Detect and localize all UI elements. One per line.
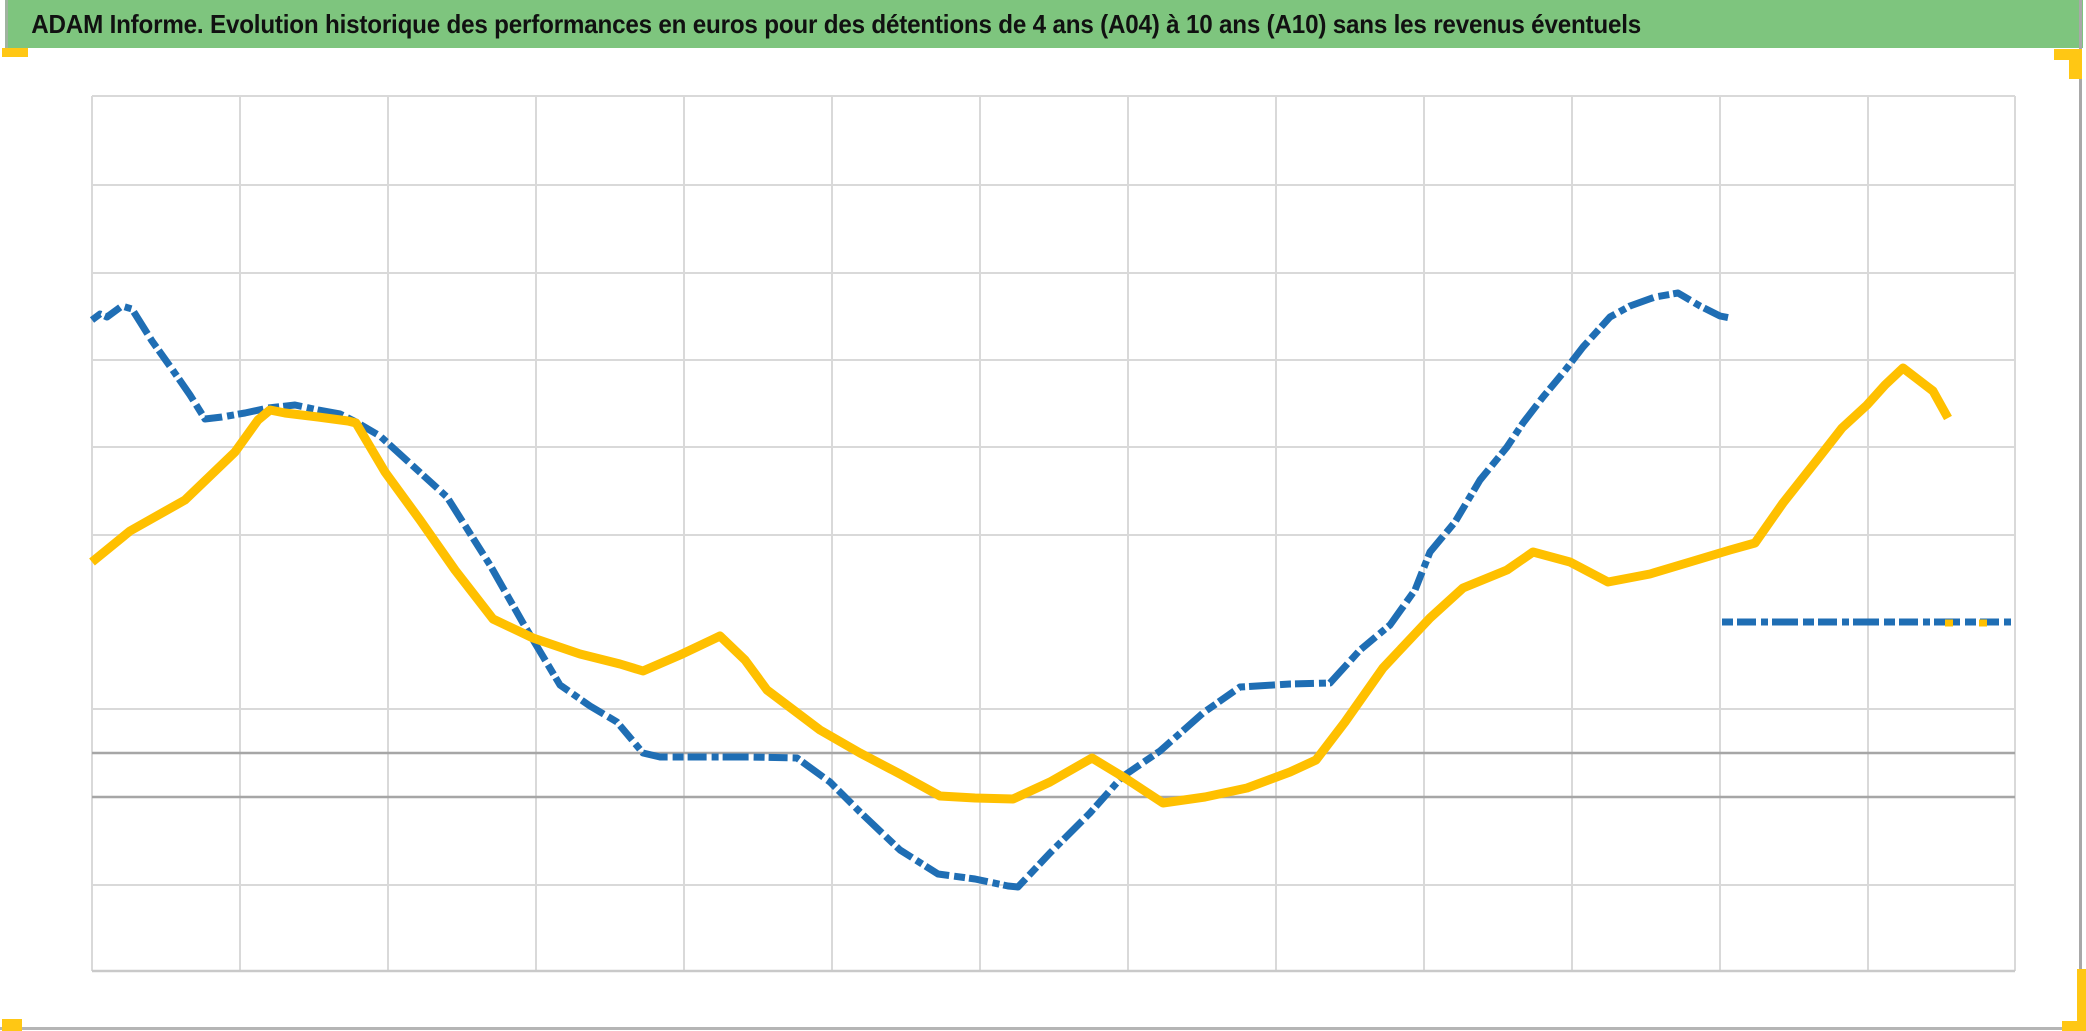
corner-accent-bottom-right bbox=[2062, 1021, 2086, 1031]
corner-accent-bottom-left bbox=[2, 1019, 22, 1031]
corner-accent-bottom-right-vertical bbox=[2077, 969, 2086, 1031]
corner-accent-top-left bbox=[2, 48, 28, 57]
gold-series-A10 bbox=[89, 363, 1952, 808]
blue-series-A04 bbox=[89, 289, 1731, 891]
right-edge-line bbox=[2079, 0, 2082, 1031]
corner-accent-top-right bbox=[2054, 49, 2082, 60]
page-title: ADAM Informe. Evolution historique des p… bbox=[31, 8, 1642, 39]
bottom-edge-line bbox=[0, 1027, 2086, 1030]
corner-accent-top-right-vertical bbox=[2069, 49, 2082, 79]
header-bar: ADAM Informe. Evolution historique des p… bbox=[5, 0, 2083, 48]
